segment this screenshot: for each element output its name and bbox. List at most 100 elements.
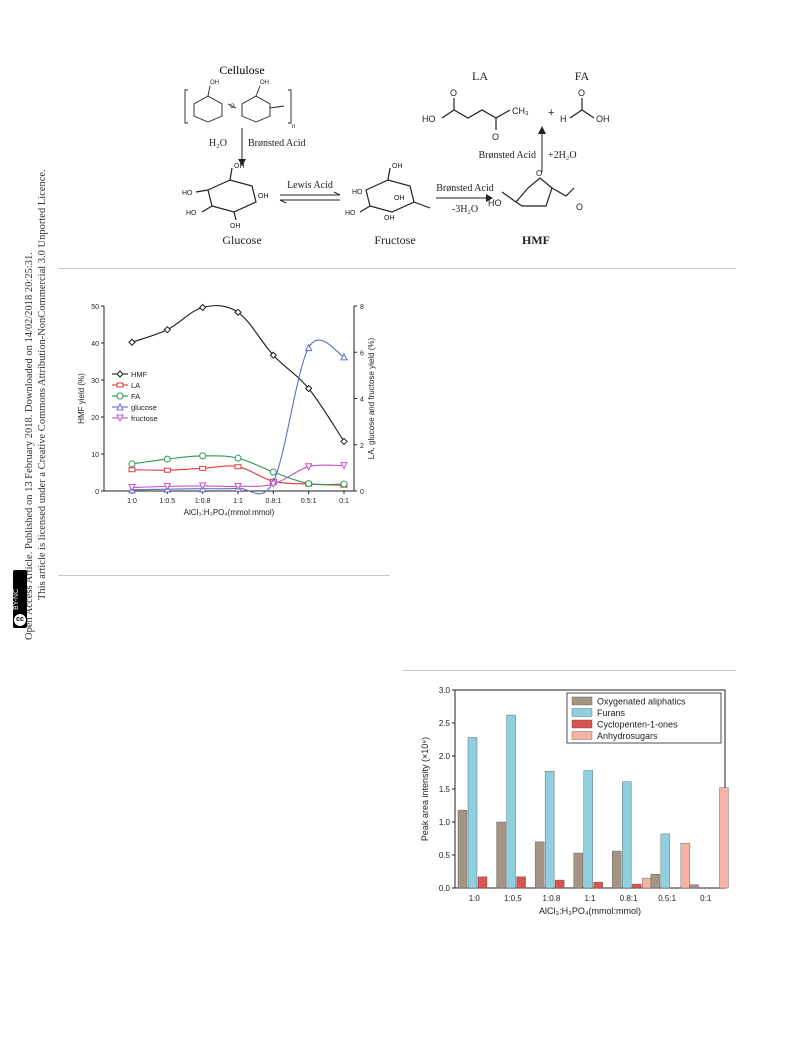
data-point: [163, 455, 171, 463]
data-point: [234, 308, 242, 316]
data-point: [269, 468, 277, 476]
series-line-hmf: [131, 305, 345, 442]
bar-cyclopenten-1-ones: [516, 876, 526, 889]
x-tick-label: 0.5:1: [301, 498, 317, 505]
bar-furans: [544, 770, 555, 889]
series-fructose: [128, 462, 348, 492]
series-hmf: [128, 303, 348, 446]
y2-tick-label: 6: [360, 350, 364, 357]
glucose-label: Glucose: [222, 233, 261, 247]
cc-icon: cc: [14, 614, 26, 626]
y-tick-label: 30: [91, 378, 99, 385]
fa-label: FA: [575, 69, 590, 83]
cellulose-label: Cellulose: [219, 63, 264, 77]
data-point: [128, 460, 136, 468]
y-tick-label: 0.0: [439, 884, 451, 893]
data-point: [199, 465, 207, 471]
bronsted-acid-label-3: Brønsted Acid: [479, 150, 537, 161]
y-tick-label: 3.0: [439, 686, 451, 695]
legend-label: FA: [131, 392, 140, 401]
svg-text:O: O: [576, 202, 583, 212]
data-point: [269, 351, 278, 359]
x-tick-label: 1:0.8: [543, 894, 561, 903]
minus-water-label: -3H₂O: [452, 204, 478, 215]
legend-marker: [116, 392, 124, 400]
bar-oxygenated-aliphatics: [457, 809, 468, 889]
data-point: [269, 480, 278, 489]
data-point: [234, 464, 242, 470]
svg-text:n: n: [292, 124, 295, 130]
data-point: [304, 463, 313, 471]
legend-marker: [116, 414, 124, 423]
cc-license-badge[interactable]: cc BY-NC: [13, 570, 27, 628]
svg-text:OH: OH: [596, 114, 610, 124]
hmf-structure: [501, 177, 575, 207]
svg-text:O: O: [492, 132, 499, 142]
x-tick-label: 0.8:1: [620, 894, 638, 903]
license-statement[interactable]: This article is licensed under a Creativ…: [37, 169, 48, 600]
plus-water-label: +2H₂O: [548, 150, 577, 161]
data-point: [340, 437, 348, 446]
y-tick-label: 40: [91, 341, 99, 348]
legend-label: LA: [131, 381, 140, 390]
y-tick-label: 0.5: [439, 851, 451, 860]
svg-text:HO: HO: [182, 190, 193, 197]
legend-label: fructose: [131, 414, 158, 423]
legend-label: Anhydrosugars: [597, 731, 658, 741]
data-point: [340, 462, 348, 470]
y2-tick-label: 4: [360, 397, 364, 404]
data-point: [304, 384, 313, 393]
bar-furans: [467, 737, 478, 889]
glucose-structure: [195, 167, 257, 221]
bar-cyclopenten-1-ones: [593, 881, 603, 889]
cc-badge-label: BY-NC: [13, 588, 20, 610]
x-tick-label: 1:1: [233, 498, 243, 505]
legend-marker: [116, 402, 124, 411]
legend-label: glucose: [131, 403, 157, 412]
data-point: [305, 480, 313, 488]
y-tick-label: 20: [91, 415, 99, 422]
y-tick-label: 2.5: [439, 719, 451, 728]
svg-text:HO: HO: [345, 210, 356, 217]
levulinic-acid-structure: [441, 98, 511, 130]
data-point: [234, 454, 242, 462]
svg-text:O: O: [578, 88, 585, 98]
y2-tick-label: 0: [360, 489, 364, 496]
legend-swatch: [571, 708, 593, 717]
y2-tick-label: 8: [360, 304, 364, 311]
data-point: [340, 480, 348, 488]
svg-text:HO: HO: [352, 189, 363, 196]
data-point: [163, 325, 172, 334]
svg-text:OH: OH: [210, 80, 219, 86]
bar-oxygenated-aliphatics: [689, 884, 699, 889]
y-tick-label: 1.5: [439, 785, 451, 794]
formic-acid-structure: [569, 98, 595, 119]
legend-label: Cyclopenten-1-ones: [597, 720, 678, 730]
data-point: [198, 482, 207, 491]
legend: HMF LA FA glucose fructose: [112, 370, 158, 423]
cellulose-structure: [184, 85, 292, 124]
y-tick-label: 10: [91, 452, 99, 459]
separator-rule: [58, 268, 736, 269]
y-axis-title: HMF yield (%): [77, 373, 86, 424]
hmf-label: HMF: [522, 233, 550, 247]
y2-tick-label: 2: [360, 443, 364, 450]
svg-text:CH₃: CH₃: [512, 106, 529, 116]
fructose-structure: [359, 167, 431, 213]
data-point: [199, 452, 207, 460]
separator-rule: [403, 670, 736, 671]
legend-box: [566, 692, 722, 744]
data-point: [340, 352, 348, 361]
svg-text:O: O: [450, 88, 457, 98]
svg-text:O: O: [230, 104, 235, 110]
bar-furans: [622, 781, 632, 889]
x-tick-label: 1:0: [469, 894, 481, 903]
x-tick-label: 0.8:1: [266, 498, 282, 505]
svg-text:HO: HO: [422, 114, 436, 124]
bar-furans: [660, 833, 671, 889]
bar-anhydrosugars: [719, 787, 729, 889]
data-point: [234, 482, 242, 491]
x-tick-label: 1:0: [127, 498, 137, 505]
legend-label: HMF: [131, 370, 148, 379]
